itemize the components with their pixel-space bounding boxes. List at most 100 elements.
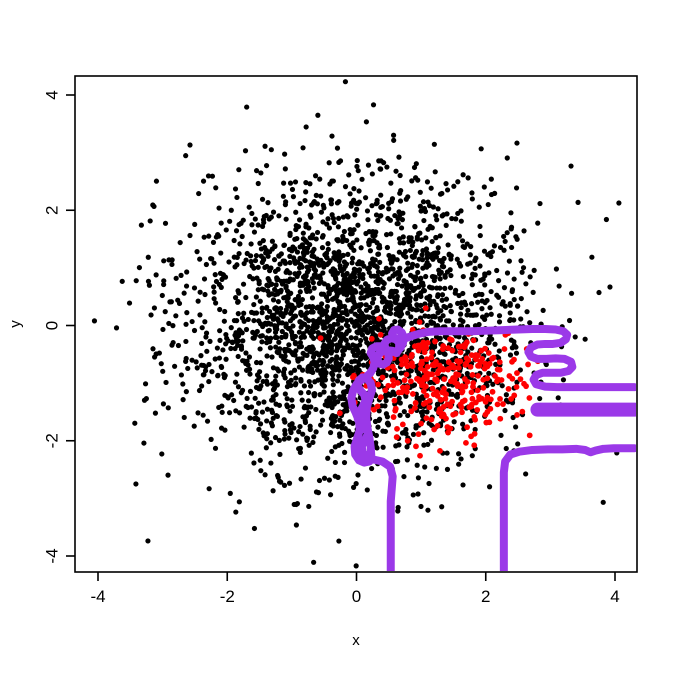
data-point (423, 235, 429, 241)
data-point (409, 264, 415, 270)
data-point (340, 352, 346, 358)
data-point (258, 246, 264, 252)
data-point (523, 383, 529, 390)
data-point (373, 279, 379, 285)
data-point (500, 401, 506, 407)
data-point (469, 275, 475, 282)
data-point (459, 388, 466, 395)
data-point (507, 352, 514, 358)
data-point (387, 256, 393, 263)
data-point (272, 323, 278, 329)
data-point (264, 353, 270, 359)
data-point (363, 119, 369, 125)
data-point (485, 201, 491, 208)
data-point (145, 278, 152, 284)
data-point (489, 355, 495, 362)
data-point (410, 254, 416, 260)
data-point (336, 198, 342, 205)
data-point (350, 294, 356, 300)
data-point (153, 351, 159, 357)
data-point (283, 321, 289, 327)
data-point (268, 440, 274, 446)
data-point (210, 239, 217, 245)
data-point (204, 348, 210, 354)
data-point (523, 281, 529, 287)
data-point (433, 234, 439, 241)
data-point (214, 345, 220, 351)
data-point (146, 282, 153, 288)
data-point (524, 309, 530, 315)
data-point (518, 295, 524, 302)
data-point (462, 362, 469, 368)
data-point (375, 251, 382, 257)
data-point (486, 484, 493, 490)
data-point (301, 334, 308, 340)
data-point (408, 353, 415, 360)
data-point (360, 362, 367, 368)
data-point (454, 256, 460, 262)
data-point (469, 190, 475, 196)
x-axis-title: x (352, 632, 360, 649)
data-point (369, 465, 375, 472)
data-point (426, 313, 432, 320)
data-point (460, 172, 466, 178)
data-point (327, 358, 333, 364)
data-point (298, 376, 304, 383)
data-point (511, 296, 517, 303)
data-point (256, 400, 262, 406)
data-point (226, 410, 233, 416)
data-point (153, 178, 160, 184)
data-point (255, 222, 261, 228)
data-point (326, 477, 332, 483)
data-point (272, 268, 279, 274)
data-point (339, 281, 345, 287)
data-point (469, 345, 475, 351)
data-point (403, 267, 409, 274)
data-point (496, 313, 503, 319)
y-tick-label: 2 (42, 206, 61, 215)
data-point (320, 202, 326, 208)
data-point (355, 222, 361, 228)
data-point (357, 328, 363, 334)
data-point (443, 222, 449, 228)
data-point (328, 329, 335, 335)
data-point (181, 290, 187, 296)
data-point (519, 408, 526, 415)
data-point (217, 306, 223, 313)
data-point (203, 330, 210, 336)
data-point (218, 250, 224, 256)
data-point (300, 431, 306, 437)
data-point (346, 438, 353, 444)
data-point (168, 299, 174, 305)
data-point (286, 435, 292, 441)
data-point (415, 431, 422, 438)
data-point (394, 293, 400, 300)
data-point (247, 415, 253, 421)
data-point (319, 374, 325, 380)
data-point (419, 252, 425, 258)
data-point (449, 215, 455, 222)
data-point (469, 372, 476, 378)
data-point (330, 376, 336, 382)
data-point (299, 242, 306, 248)
data-point (341, 291, 347, 297)
data-point (365, 162, 372, 168)
data-point (222, 308, 228, 315)
data-point (338, 361, 344, 367)
data-point (537, 395, 543, 402)
data-point (394, 257, 400, 263)
data-point (515, 441, 521, 447)
data-point (356, 188, 362, 194)
data-point (318, 193, 324, 199)
data-point (380, 285, 386, 291)
data-point (300, 250, 306, 256)
data-point (163, 379, 169, 386)
data-point (336, 442, 342, 448)
data-point (322, 325, 329, 331)
data-point (260, 378, 266, 385)
data-point (329, 370, 335, 376)
data-point (374, 337, 380, 343)
data-point (301, 383, 307, 389)
data-point (251, 301, 257, 308)
data-point (276, 213, 282, 219)
